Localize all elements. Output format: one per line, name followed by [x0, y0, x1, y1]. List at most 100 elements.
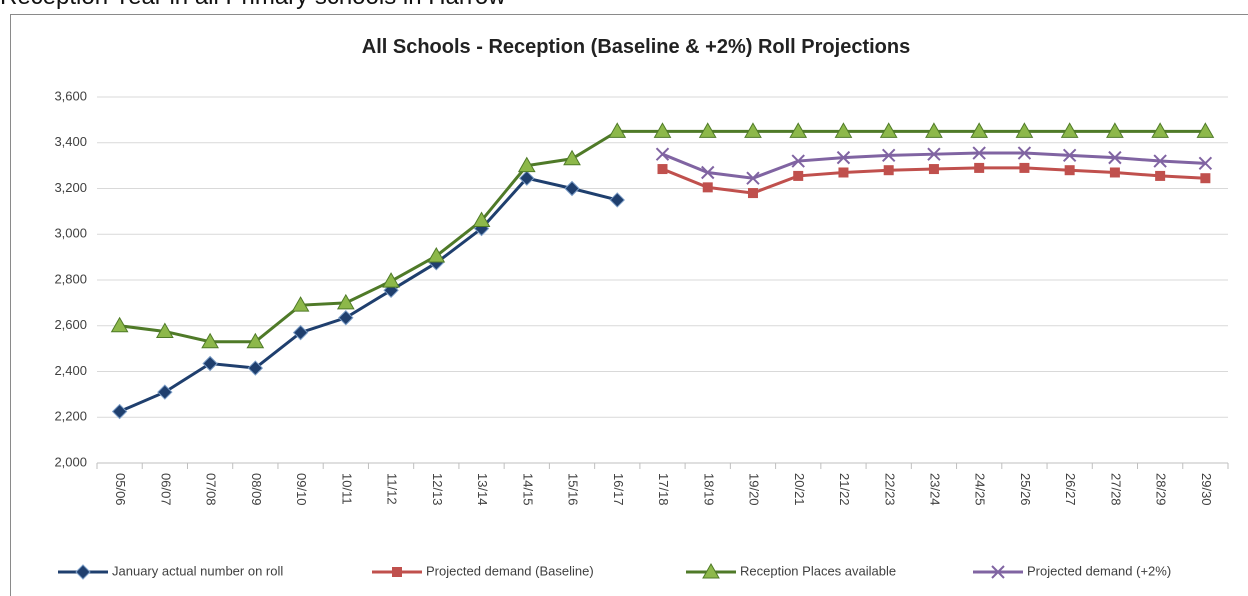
marker [519, 170, 535, 186]
marker [793, 170, 804, 181]
legend-label: Reception Places available [740, 563, 896, 578]
y-tick-label: 3,000 [54, 226, 87, 241]
marker [789, 122, 808, 138]
x-tick-label: 29/30 [1199, 473, 1214, 506]
series-line [119, 176, 618, 413]
x-tick-label: 21/22 [837, 473, 852, 506]
legend-marker [991, 565, 1005, 579]
y-tick-label: 2,600 [54, 317, 87, 332]
y-tick-label: 2,800 [54, 271, 87, 286]
y-tick-label: 2,200 [54, 409, 87, 424]
marker [1017, 146, 1032, 160]
marker [702, 182, 713, 193]
x-tick-label: 20/21 [792, 473, 807, 506]
y-tick-label: 2,000 [54, 454, 87, 469]
marker [655, 147, 670, 161]
legend-marker [392, 567, 402, 577]
marker [427, 246, 446, 263]
x-tick-label: 06/07 [158, 473, 173, 506]
marker [1200, 173, 1211, 184]
x-tick-label: 10/11 [339, 473, 354, 505]
marker [157, 384, 173, 400]
page-heading: Reception Year in all Primary schools in… [0, 0, 506, 10]
marker [1064, 165, 1075, 176]
x-tick-label: 19/20 [747, 473, 762, 506]
x-tick-label: 15/16 [566, 473, 581, 506]
marker [1062, 148, 1077, 163]
legend-marker [702, 562, 720, 579]
chart-title: All Schools - Reception (Baseline & +2%)… [362, 36, 910, 58]
marker [972, 146, 986, 160]
x-tick-label: 08/09 [249, 473, 264, 506]
x-tick-label: 13/14 [475, 473, 490, 506]
marker [1015, 122, 1034, 138]
marker [563, 149, 581, 166]
marker [1155, 170, 1166, 181]
marker [970, 122, 989, 138]
marker [201, 332, 219, 349]
marker [608, 122, 627, 138]
marker [1151, 122, 1170, 138]
marker [883, 165, 894, 176]
marker [246, 332, 265, 349]
marker [747, 188, 758, 199]
marker [657, 164, 668, 175]
marker [155, 322, 174, 338]
marker [746, 171, 760, 185]
y-tick-label: 3,400 [54, 134, 87, 149]
marker [881, 148, 896, 163]
legend-item: Projected demand (Baseline) [372, 563, 594, 578]
x-tick-label: 12/13 [430, 473, 445, 506]
x-tick-label: 11/12 [385, 473, 400, 505]
marker [836, 150, 851, 165]
x-tick-label: 23/24 [928, 473, 943, 506]
marker [791, 154, 805, 168]
marker [472, 211, 491, 228]
marker [110, 316, 129, 333]
marker [111, 403, 128, 420]
marker [1153, 154, 1167, 168]
marker [928, 164, 939, 175]
marker [744, 122, 762, 138]
marker [336, 293, 355, 310]
marker [1108, 150, 1122, 165]
legend-label: Projected demand (+2%) [1027, 563, 1171, 578]
marker [564, 180, 580, 197]
x-tick-label: 05/06 [113, 473, 128, 506]
x-tick-label: 27/28 [1108, 473, 1123, 506]
x-tick-label: 18/19 [701, 473, 716, 506]
legend-item: Reception Places available [686, 562, 896, 579]
marker [838, 167, 849, 178]
marker [247, 360, 264, 376]
legend-item: Projected demand (+2%) [973, 563, 1171, 579]
marker [879, 122, 898, 138]
marker [834, 122, 853, 138]
x-tick-label: 25/26 [1018, 473, 1033, 506]
x-tick-label: 14/15 [520, 473, 535, 506]
marker [292, 324, 309, 341]
x-tick-label: 22/23 [882, 473, 897, 506]
marker [925, 122, 943, 138]
x-tick-label: 17/18 [656, 473, 671, 506]
y-tick-label: 3,200 [54, 180, 87, 195]
x-tick-label: 24/25 [973, 473, 988, 506]
legend-item: January actual number on roll [58, 563, 283, 580]
marker [927, 147, 941, 161]
marker [338, 310, 354, 326]
marker [698, 122, 717, 138]
y-tick-label: 2,400 [54, 363, 87, 378]
marker [291, 296, 310, 312]
x-tick-label: 16/17 [611, 473, 626, 506]
marker [1019, 162, 1030, 173]
x-tick-label: 26/27 [1063, 473, 1078, 506]
y-tick-label: 3,600 [54, 88, 87, 103]
marker [1198, 156, 1213, 171]
marker [701, 165, 715, 180]
marker [1196, 122, 1215, 138]
legend-label: Projected demand (Baseline) [426, 563, 594, 578]
marker [974, 162, 985, 173]
chart-frame [10, 14, 1248, 596]
marker [1109, 167, 1120, 178]
